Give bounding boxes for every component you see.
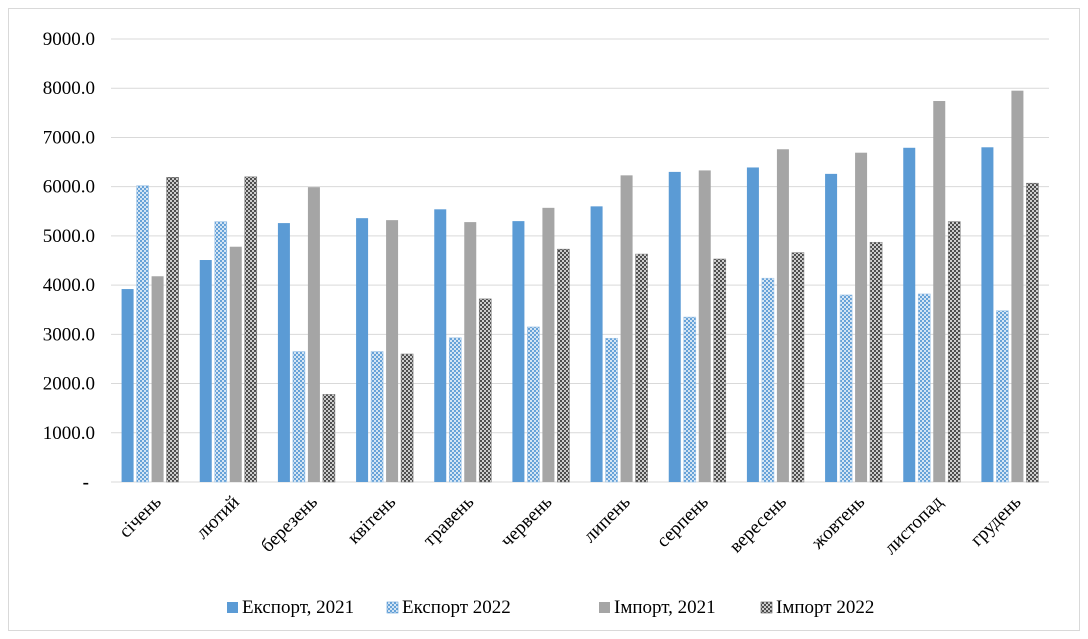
y-tick-label: 3000.0 (43, 324, 95, 345)
x-tick-label: червень (497, 491, 557, 551)
y-tick-label: 7000.0 (43, 127, 95, 148)
x-tick-label: вересень (725, 491, 791, 557)
bar (1011, 90, 1024, 482)
bar (869, 241, 883, 483)
legend-swatch (386, 601, 399, 614)
bar (917, 293, 931, 483)
bar (292, 351, 306, 483)
bars (121, 90, 1039, 483)
x-tick-label: серпень (653, 491, 713, 551)
bar (981, 147, 994, 483)
bar (683, 316, 697, 483)
bar (322, 394, 336, 483)
y-axis-tick-labels: - 1000.0 2000.0 3000.0 4000.0 5000.0 6000.0 700… (43, 29, 95, 493)
bar (214, 221, 228, 483)
bar (478, 298, 492, 483)
bar (136, 185, 149, 483)
bar (825, 173, 838, 482)
y-tick-label: 4000.0 (43, 275, 95, 296)
bar (761, 277, 775, 483)
y-tick-label: 1000.0 (43, 423, 95, 444)
x-tick-label: січень (115, 491, 166, 542)
bar (590, 206, 603, 482)
bar (121, 289, 134, 482)
bar (791, 252, 805, 483)
y-tick-label: 2000.0 (43, 374, 95, 395)
bar (1026, 182, 1039, 483)
x-tick-label: березень (257, 491, 322, 556)
bar (434, 209, 447, 482)
legend-label: Експорт 2022 (402, 597, 511, 618)
y-tick-label: 6000.0 (43, 177, 95, 198)
bar (464, 222, 477, 482)
chart-frame: - 1000.0 2000.0 3000.0 4000.0 5000.0 6000.0 700… (8, 8, 1080, 631)
bar-chart: - 1000.0 2000.0 3000.0 4000.0 5000.0 6000.0 700… (43, 29, 1049, 618)
bar (356, 218, 369, 482)
legend-swatch (599, 602, 610, 613)
bar (933, 101, 946, 483)
legend-label: Імпорт, 2021 (614, 597, 716, 618)
bar (713, 258, 727, 483)
bar (620, 175, 633, 482)
bar (199, 260, 212, 482)
bar (996, 310, 1009, 483)
bar (229, 246, 242, 482)
gridlines (111, 38, 1049, 483)
bar (386, 220, 399, 483)
bar (307, 187, 320, 483)
x-tick-label: лютий (192, 492, 244, 544)
bar (903, 147, 916, 482)
bar (244, 176, 258, 483)
x-tick-label: травень (419, 491, 478, 550)
y-tick-label: 9000.0 (43, 29, 95, 50)
legend-swatch (227, 602, 238, 613)
bar (448, 337, 462, 483)
bar (776, 149, 789, 482)
bar (542, 207, 555, 483)
y-tick-label: 8000.0 (43, 78, 95, 99)
x-tick-label: квітень (344, 491, 401, 548)
bar (370, 351, 384, 483)
bar (668, 171, 681, 482)
bar (166, 177, 179, 483)
y-tick-label: 5000.0 (43, 226, 95, 247)
bar (839, 294, 853, 483)
bar (698, 170, 711, 482)
bar (605, 337, 618, 483)
bar (557, 248, 570, 483)
y-tick-label: - (83, 472, 89, 493)
legend-swatch (760, 601, 773, 614)
bar (512, 221, 525, 482)
bar (151, 276, 164, 482)
bar (855, 152, 868, 482)
bar (746, 167, 759, 482)
x-tick-label: жовтень (807, 491, 870, 554)
legend-label: Експорт, 2021 (242, 597, 354, 618)
bar (400, 353, 414, 483)
legend: Експорт, 2021 Експорт 2022 Імпорт, 2021 Імп… (227, 597, 874, 618)
x-axis-category-labels: січень лютий березень квітень травень червень… (115, 491, 1026, 558)
bar (947, 221, 961, 483)
bar (527, 326, 540, 483)
x-tick-label: грудень (967, 491, 1026, 550)
bar (635, 253, 648, 483)
bar (277, 223, 290, 482)
legend-label: Імпорт 2022 (776, 597, 874, 618)
x-tick-label: липень (579, 491, 634, 546)
x-tick-label: листопад (880, 491, 947, 558)
